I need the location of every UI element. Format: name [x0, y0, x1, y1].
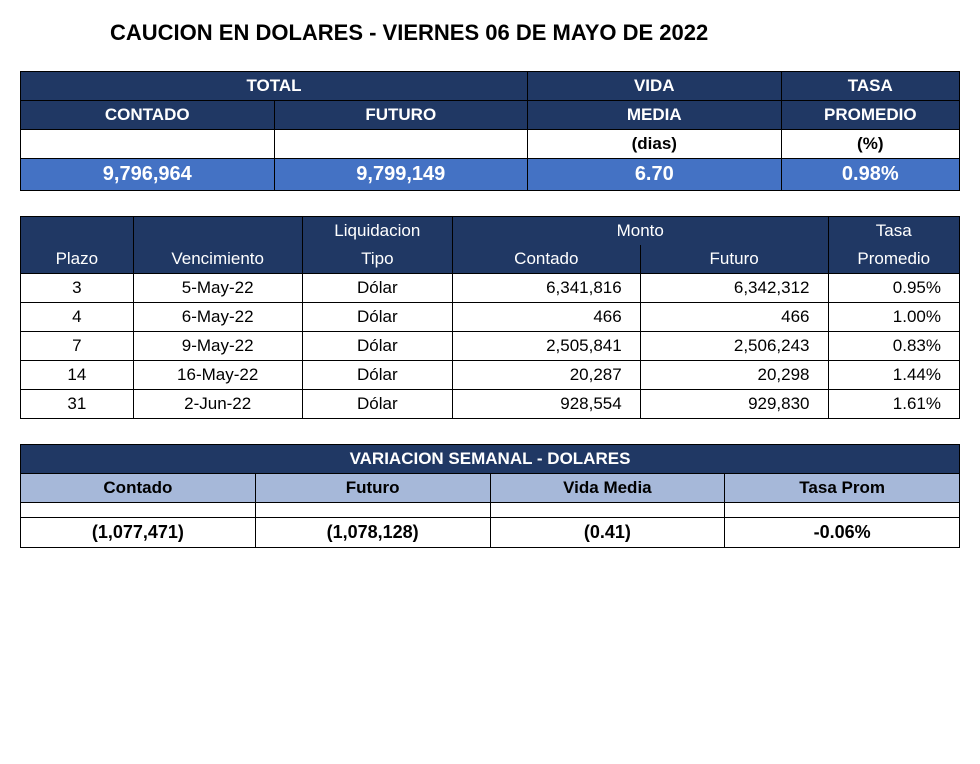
cell-venc: 5-May-22	[133, 274, 302, 303]
cell-plazo: 14	[21, 361, 134, 390]
cell-venc: 16-May-22	[133, 361, 302, 390]
header-tipo: Tipo	[302, 245, 452, 274]
cell-plazo: 3	[21, 274, 134, 303]
var-hdr-vida-media: Vida Media	[490, 474, 725, 503]
cell-tasa: 0.95%	[828, 274, 959, 303]
cell-contado: 2,505,841	[452, 332, 640, 361]
var-val-contado: (1,077,471)	[21, 518, 256, 548]
hdr-empty-plazo	[21, 217, 134, 246]
cell-tipo: Dólar	[302, 390, 452, 419]
table-row: 7 9-May-22 Dólar 2,505,841 2,506,243 0.8…	[21, 332, 960, 361]
header-total: TOTAL	[21, 72, 528, 101]
header-media: MEDIA	[528, 101, 782, 130]
cell-futuro: 6,342,312	[640, 274, 828, 303]
cell-tasa: 1.44%	[828, 361, 959, 390]
table-row: 31 2-Jun-22 Dólar 928,554 929,830 1.61%	[21, 390, 960, 419]
cell-futuro: 466	[640, 303, 828, 332]
hdr-empty-venc	[133, 217, 302, 246]
sub-empty2	[274, 130, 528, 159]
table-row: 4 6-May-22 Dólar 466 466 1.00%	[21, 303, 960, 332]
var-hdr-contado: Contado	[21, 474, 256, 503]
header-contado: CONTADO	[21, 101, 275, 130]
cell-futuro: 2,506,243	[640, 332, 828, 361]
value-tasa-promedio: 0.98%	[781, 159, 959, 191]
cell-futuro: 20,298	[640, 361, 828, 390]
header-promedio2: Promedio	[828, 245, 959, 274]
detail-body: 3 5-May-22 Dólar 6,341,816 6,342,312 0.9…	[21, 274, 960, 419]
table-row: 3 5-May-22 Dólar 6,341,816 6,342,312 0.9…	[21, 274, 960, 303]
cell-tipo: Dólar	[302, 332, 452, 361]
value-contado: 9,796,964	[21, 159, 275, 191]
header-contado2: Contado	[452, 245, 640, 274]
detail-table: Liquidacion Monto Tasa Plazo Vencimiento…	[20, 216, 960, 419]
page-title: CAUCION EN DOLARES - VIERNES 06 DE MAYO …	[110, 20, 960, 46]
sub-pct: (%)	[781, 130, 959, 159]
header-plazo: Plazo	[21, 245, 134, 274]
var-val-tasa-prom: -0.06%	[725, 518, 960, 548]
cell-futuro: 929,830	[640, 390, 828, 419]
var-val-futuro: (1,078,128)	[255, 518, 490, 548]
cell-tipo: Dólar	[302, 303, 452, 332]
var-hdr-futuro: Futuro	[255, 474, 490, 503]
value-vida-media: 6.70	[528, 159, 782, 191]
sub-dias: (dias)	[528, 130, 782, 159]
cell-contado: 928,554	[452, 390, 640, 419]
variacion-title: VARIACION SEMANAL - DOLARES	[21, 445, 960, 474]
value-futuro: 9,799,149	[274, 159, 528, 191]
header-futuro2: Futuro	[640, 245, 828, 274]
cell-contado: 6,341,816	[452, 274, 640, 303]
header-monto: Monto	[452, 217, 828, 246]
cell-plazo: 31	[21, 390, 134, 419]
var-hdr-tasa-prom: Tasa Prom	[725, 474, 960, 503]
cell-venc: 9-May-22	[133, 332, 302, 361]
header-tasa2: Tasa	[828, 217, 959, 246]
header-promedio: PROMEDIO	[781, 101, 959, 130]
var-val-vida-media: (0.41)	[490, 518, 725, 548]
variacion-table: VARIACION SEMANAL - DOLARES Contado Futu…	[20, 444, 960, 548]
summary-table: TOTAL VIDA TASA CONTADO FUTURO MEDIA PRO…	[20, 71, 960, 191]
sub-empty1	[21, 130, 275, 159]
cell-plazo: 4	[21, 303, 134, 332]
cell-tasa: 0.83%	[828, 332, 959, 361]
cell-contado: 466	[452, 303, 640, 332]
cell-tasa: 1.00%	[828, 303, 959, 332]
table-row: 14 16-May-22 Dólar 20,287 20,298 1.44%	[21, 361, 960, 390]
cell-tipo: Dólar	[302, 361, 452, 390]
cell-tasa: 1.61%	[828, 390, 959, 419]
cell-contado: 20,287	[452, 361, 640, 390]
header-vencimiento: Vencimiento	[133, 245, 302, 274]
cell-venc: 6-May-22	[133, 303, 302, 332]
header-futuro: FUTURO	[274, 101, 528, 130]
cell-venc: 2-Jun-22	[133, 390, 302, 419]
cell-plazo: 7	[21, 332, 134, 361]
header-liquidacion: Liquidacion	[302, 217, 452, 246]
header-vida: VIDA	[528, 72, 782, 101]
cell-tipo: Dólar	[302, 274, 452, 303]
header-tasa: TASA	[781, 72, 959, 101]
